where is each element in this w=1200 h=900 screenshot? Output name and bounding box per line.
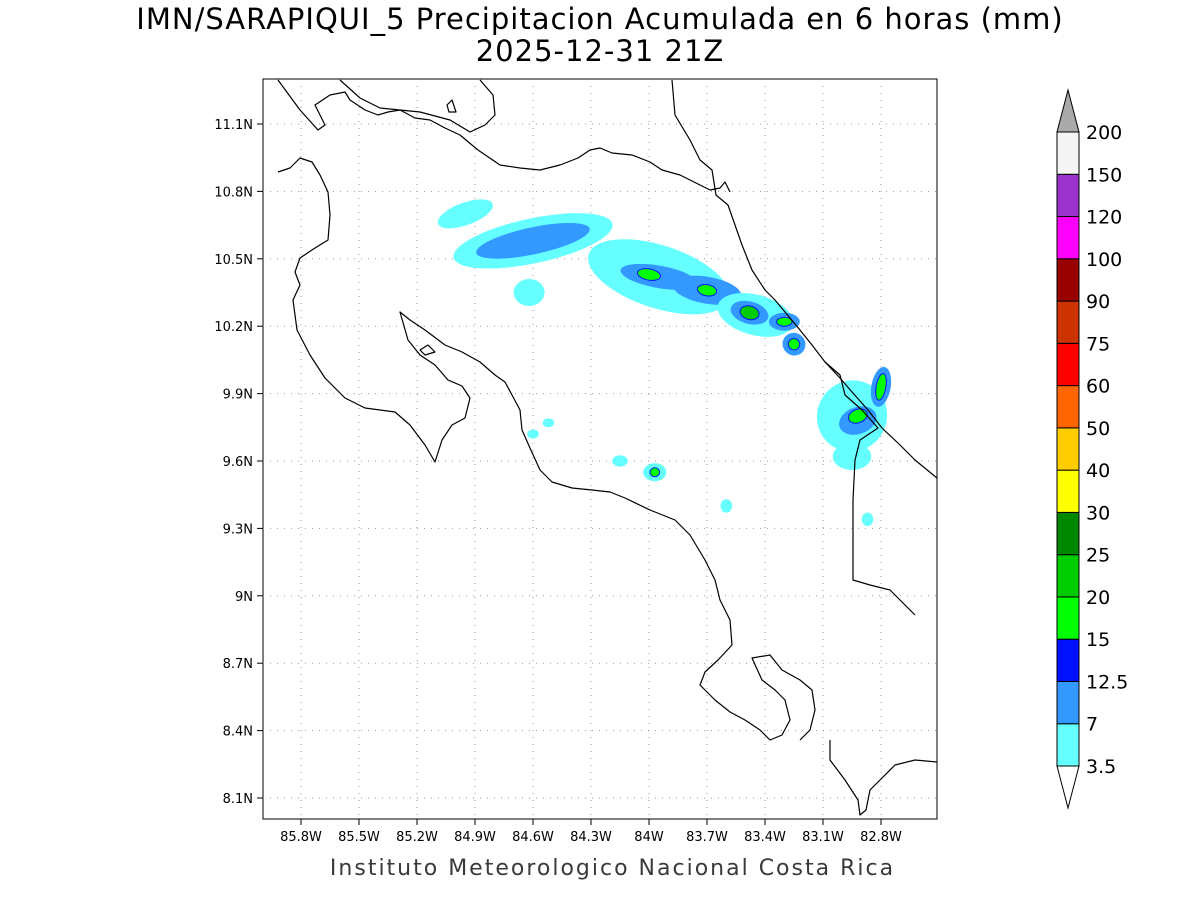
map-axis-ticks (257, 123, 882, 825)
lake-island (446, 99, 457, 113)
panama-border-line (824, 361, 916, 616)
precip-cell (612, 455, 628, 467)
precip-cell (637, 268, 661, 281)
precip-cell (720, 499, 733, 513)
precip-cell (847, 408, 868, 424)
lon-tick-label: 84.3W (570, 830, 612, 845)
colorbar-level-label: 60 (1086, 376, 1110, 398)
colorbar-segment (1056, 680, 1080, 725)
lat-tick-label: 8.7N (223, 657, 253, 672)
map-axis-labels: 11.1N 10.8N 10.5N 10.2N 9.9N 9.6N 9.3N 9N 8.7N 8.… (214, 118, 902, 845)
colorbar-level-label: 100 (1086, 249, 1122, 271)
lon-tick-label: 84.9W (454, 830, 496, 845)
lat-tick-label: 11.1N (214, 118, 253, 133)
lon-tick-label: 85.8W (280, 830, 322, 845)
colorbar-level-label: 20 (1086, 587, 1110, 609)
colorbar-max-arrow (1056, 88, 1080, 133)
colorbar-level-label: 12.5 (1086, 671, 1128, 693)
precip-cell (437, 199, 493, 229)
map-gridlines (263, 79, 937, 819)
caribbean-coastline (671, 79, 937, 479)
pacific-coast-east (829, 740, 937, 816)
colorbar-level-label: 90 (1086, 291, 1110, 313)
peninsula-island (419, 344, 436, 356)
lon-tick-label: 82.8W (860, 830, 902, 845)
colorbar-level-label: 7 (1086, 714, 1098, 736)
precip-cell (787, 337, 801, 351)
colorbar-segment (1056, 638, 1080, 682)
colorbar-level-label: 50 (1086, 418, 1110, 440)
map-frame (262, 78, 938, 820)
colorbar-segment (1056, 300, 1080, 344)
colorbar-segment (1056, 723, 1080, 767)
colorbar-segment (1056, 427, 1080, 471)
colorbar-level-label: 15 (1086, 629, 1110, 651)
colorbar-segment (1056, 173, 1080, 218)
precip-cell (476, 222, 590, 259)
precip-cell (542, 418, 555, 428)
colorbar-level-label: 200 (1086, 122, 1122, 144)
lon-tick-label: 84.6W (512, 830, 554, 845)
lon-tick-label: 85.5W (338, 830, 380, 845)
precip-cell (696, 283, 718, 297)
precipitation-overlay (437, 199, 892, 527)
precip-cell (513, 279, 545, 306)
precip-cell (875, 373, 887, 401)
lat-tick-label: 10.8N (214, 185, 253, 200)
precip-cell (776, 316, 793, 327)
colorbar-level-label: 3.5 (1086, 756, 1116, 778)
coastline-borders (277, 79, 937, 816)
colorbar-level-label: 120 (1086, 207, 1122, 229)
colorbar-segment (1056, 216, 1080, 260)
colorbar-segment (1056, 342, 1080, 387)
colorbar-level-label: 25 (1086, 545, 1110, 567)
colorbar-segment (1056, 258, 1080, 302)
lon-tick-label: 83.7W (686, 830, 728, 845)
lat-tick-label: 10.2N (214, 320, 253, 335)
pacific-coastline (277, 157, 816, 741)
colorbar-segment (1056, 511, 1080, 556)
map-title: IMN/SARAPIQUI_5 Precipitacion Acumulada … (136, 2, 1064, 36)
colorbar-segment (1056, 596, 1080, 640)
credit-text: Instituto Meteorologico Nacional Costa R… (329, 856, 896, 881)
colorbar-level-label: 30 (1086, 502, 1110, 524)
colorbar-segment (1056, 554, 1080, 598)
lon-tick-label: 83.4W (744, 830, 786, 845)
nicaragua-border-line (277, 79, 731, 193)
precipitation-colorbar: 3.5 7 12.5 15 20 25 30 40 50 60 75 90 100 120 150 200 (1056, 88, 1128, 810)
lat-tick-label: 10.5N (214, 253, 253, 268)
lat-tick-label: 9.9N (223, 388, 253, 403)
lon-tick-label: 83.1W (802, 830, 844, 845)
lake-nicaragua-shore (339, 79, 496, 133)
lat-tick-label: 8.4N (223, 725, 253, 740)
colorbar-level-label: 150 (1086, 164, 1122, 186)
lat-tick-label: 8.1N (223, 792, 253, 807)
colorbar-min-arrow (1056, 765, 1080, 810)
lat-tick-label: 9.6N (223, 455, 253, 470)
colorbar-level-label: 40 (1086, 460, 1110, 482)
lat-tick-label: 9.3N (223, 522, 253, 537)
map-subtitle-datetime: 2025-12-31 21Z (475, 34, 725, 68)
precip-cell (739, 305, 760, 321)
colorbar-level-label: 75 (1086, 333, 1110, 355)
lon-tick-label: 85.2W (396, 830, 438, 845)
precip-cell (649, 467, 661, 478)
precip-cell (861, 512, 874, 527)
colorbar-segment (1056, 131, 1080, 175)
lat-tick-label: 9N (235, 590, 253, 605)
precip-cell (527, 429, 539, 439)
colorbar-segment (1056, 385, 1080, 429)
lon-tick-label: 84W (634, 830, 664, 845)
precip-cell (832, 443, 872, 470)
colorbar-segment (1056, 469, 1080, 513)
